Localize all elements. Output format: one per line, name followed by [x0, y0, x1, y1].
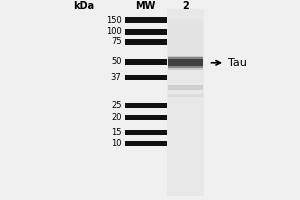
Text: 50: 50 [111, 57, 122, 66]
Text: 2: 2 [182, 1, 189, 11]
Bar [168, 43, 203, 45]
Text: 150: 150 [106, 16, 122, 25]
Bar [168, 39, 203, 41]
Bar [168, 63, 203, 70]
Text: MW: MW [135, 1, 156, 11]
Bar [124, 75, 167, 80]
Bar [168, 57, 203, 59]
Bar [167, 9, 204, 196]
Bar [168, 55, 203, 57]
Bar [168, 59, 203, 66]
Text: 37: 37 [111, 73, 122, 82]
Bar [168, 31, 203, 33]
Bar [168, 94, 203, 97]
Bar [168, 85, 203, 90]
Bar [168, 25, 203, 27]
Bar [168, 41, 203, 43]
Bar [168, 21, 203, 23]
Text: kDa: kDa [74, 1, 94, 11]
Bar [124, 59, 167, 65]
Bar [168, 27, 203, 29]
Text: 10: 10 [111, 139, 122, 148]
Bar [124, 17, 167, 23]
Bar [168, 37, 203, 39]
Bar [124, 39, 167, 45]
Bar [168, 45, 203, 47]
Bar [124, 29, 167, 35]
Bar [168, 56, 203, 63]
Bar [168, 29, 203, 31]
Bar [168, 53, 203, 55]
Bar [124, 115, 167, 120]
Bar [168, 23, 203, 25]
Bar [124, 130, 167, 135]
Text: 75: 75 [111, 37, 122, 46]
Bar [168, 49, 203, 51]
Text: 25: 25 [111, 101, 122, 110]
Bar [168, 33, 203, 35]
Text: 100: 100 [106, 27, 122, 36]
Bar [124, 103, 167, 108]
Bar [168, 47, 203, 49]
Bar [168, 61, 203, 68]
Bar [124, 141, 167, 146]
Text: Tau: Tau [228, 58, 247, 68]
Text: 15: 15 [111, 128, 122, 137]
Bar [168, 35, 203, 37]
Bar [168, 19, 203, 21]
Bar [168, 51, 203, 53]
Text: 20: 20 [111, 113, 122, 122]
Bar [168, 57, 203, 64]
